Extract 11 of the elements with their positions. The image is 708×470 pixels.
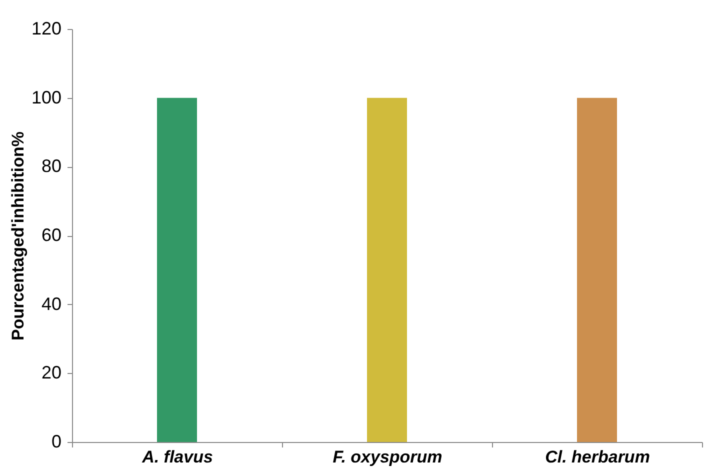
x-tick-label: Cl. herbarum <box>545 448 650 466</box>
x-tick-label: A. flavus <box>141 448 213 466</box>
y-tick-label: 80 <box>41 156 62 176</box>
y-tick-label: 20 <box>41 362 62 383</box>
y-tick-label: 40 <box>41 294 62 314</box>
y-tick-label: 0 <box>51 432 62 452</box>
y-tick-label: 120 <box>31 18 62 38</box>
x-tick-label: F. oxysporum <box>332 448 442 466</box>
y-axis-title: Pourcentaged'inhibition% <box>8 132 28 340</box>
y-tick-label: 60 <box>41 225 62 245</box>
y-tick-label: 100 <box>31 87 62 108</box>
